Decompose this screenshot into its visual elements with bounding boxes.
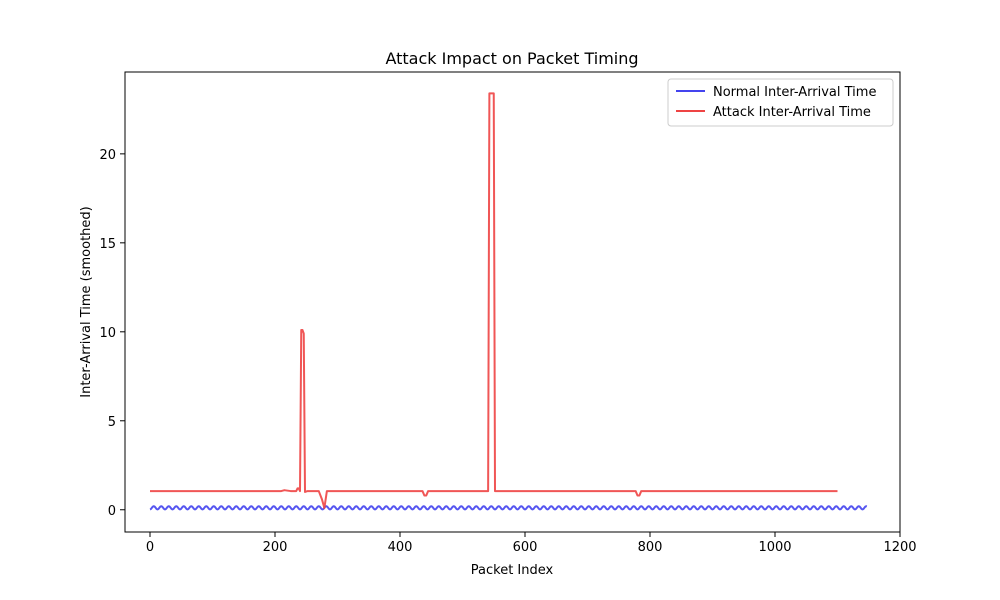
y-tick-label: 0 bbox=[108, 504, 116, 519]
plot-area bbox=[124, 71, 901, 533]
legend-box bbox=[667, 78, 894, 127]
series-layer bbox=[149, 92, 868, 511]
x-tick-label: 800 bbox=[638, 540, 663, 555]
y-axis-label: Inter-Arrival Time (smoothed) bbox=[79, 206, 94, 397]
x-tick-label: 400 bbox=[388, 540, 413, 555]
x-tick-label: 600 bbox=[513, 540, 538, 555]
y-tick-label: 10 bbox=[99, 326, 116, 341]
x-tick-label: 1000 bbox=[758, 540, 791, 555]
y-tick-label: 15 bbox=[99, 237, 116, 252]
x-tick-label: 1200 bbox=[883, 540, 916, 555]
legend-label-normal: Normal Inter-Arrival Time bbox=[713, 85, 876, 100]
axes-frame bbox=[124, 71, 901, 533]
y-tick-label: 5 bbox=[108, 415, 116, 430]
series-line-attack bbox=[150, 92, 838, 509]
y-axis-ticks: 0 5 10 15 20 bbox=[99, 148, 125, 519]
legend: Normal Inter-Arrival Time Attack Inter-A… bbox=[667, 78, 894, 127]
x-tick-label: 0 bbox=[146, 540, 154, 555]
x-tick-label: 200 bbox=[263, 540, 288, 555]
chart-title: Attack Impact on Packet Timing bbox=[385, 49, 638, 68]
legend-label-attack: Attack Inter-Arrival Time bbox=[713, 105, 871, 120]
series-line-normal bbox=[149, 505, 868, 511]
y-tick-label: 20 bbox=[99, 148, 116, 163]
x-axis-ticks: 0 200 400 600 800 1000 1200 bbox=[146, 532, 917, 555]
x-axis-label: Packet Index bbox=[471, 563, 554, 578]
